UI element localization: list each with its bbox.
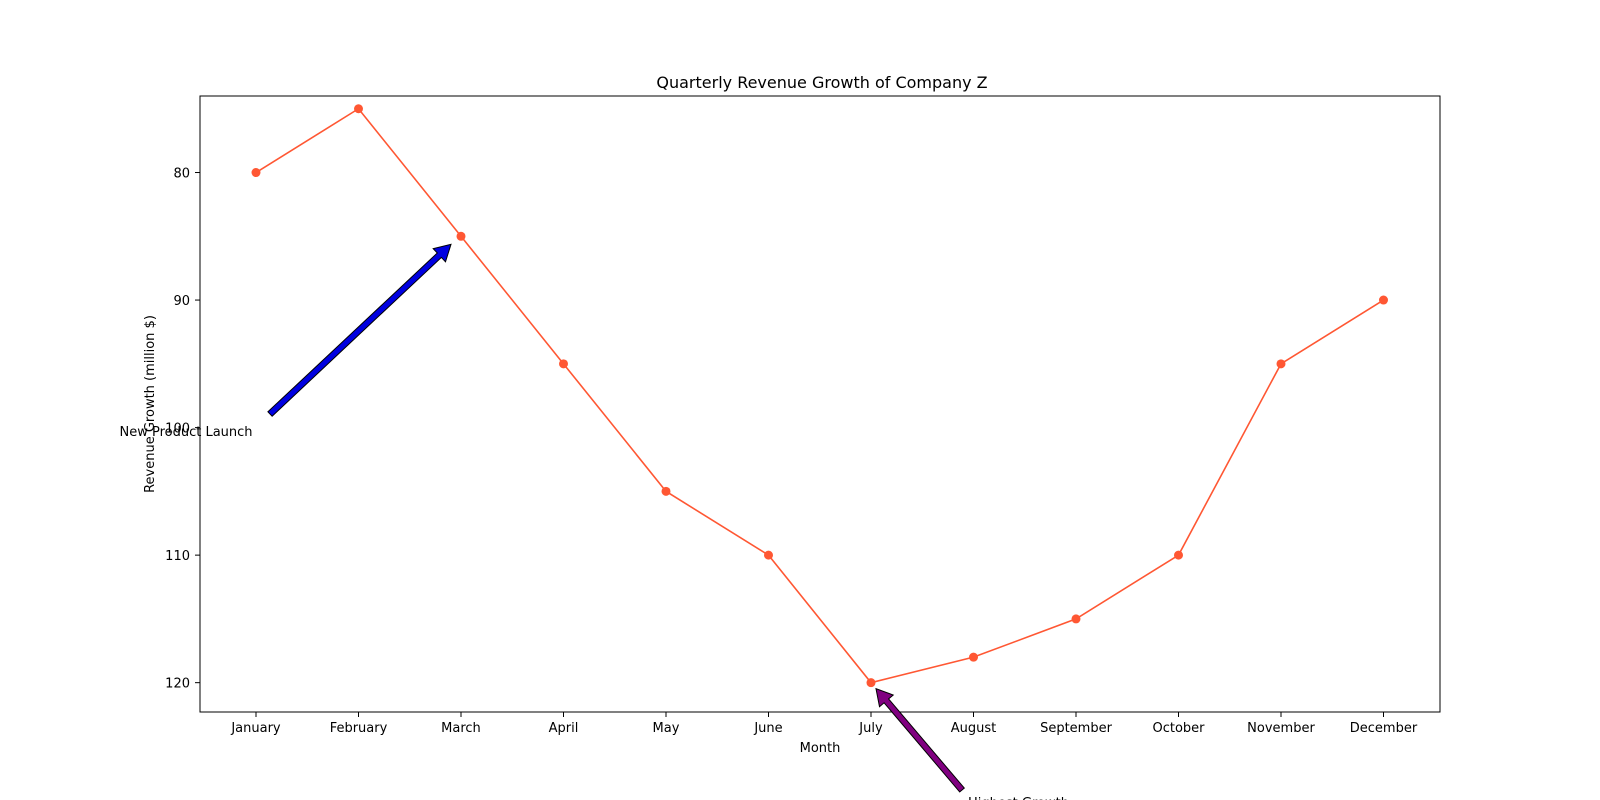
annotation-arrow <box>875 687 966 793</box>
x-tick-label: February <box>330 721 388 736</box>
y-tick-label: 110 <box>165 549 190 564</box>
x-tick-label: September <box>1040 721 1113 736</box>
y-tick-label: 120 <box>165 677 190 692</box>
y-axis: 80 90 100 110 120 <box>165 167 200 692</box>
data-point <box>1174 550 1183 560</box>
annotation-layer: New Product Launch Highest Growth <box>119 243 1069 800</box>
x-tick-label: November <box>1247 721 1315 736</box>
x-tick-label: April <box>549 721 579 736</box>
data-point <box>354 104 363 114</box>
data-point <box>969 652 978 662</box>
data-point <box>559 359 568 369</box>
data-point <box>1071 614 1081 624</box>
data-point <box>456 231 466 241</box>
annotation-label: New Product Launch <box>119 425 252 440</box>
series-line <box>255 107 1384 684</box>
x-tick-label: August <box>951 721 997 736</box>
data-point <box>1276 359 1286 369</box>
annotation-arrow <box>267 243 452 417</box>
x-tick-label: March <box>441 721 481 736</box>
x-tick-label: July <box>858 721 883 736</box>
data-point <box>764 550 773 560</box>
data-point <box>661 486 671 496</box>
x-tick-label: January <box>230 721 281 736</box>
data-point <box>1379 295 1388 305</box>
x-tick-label: May <box>653 721 680 736</box>
x-tick-label: December <box>1350 721 1418 736</box>
chart-title: Quarterly Revenue Growth of Company Z <box>656 73 987 92</box>
y-tick-label: 90 <box>173 294 190 309</box>
x-axis-label: Month <box>800 741 841 756</box>
x-tick-label: October <box>1152 721 1205 736</box>
annotation-label: Highest Growth <box>968 796 1069 800</box>
x-tick-label: June <box>753 721 782 736</box>
x-axis: January February March April May June July Augu… <box>230 712 1418 736</box>
y-tick-label: 80 <box>173 167 190 182</box>
data-point <box>866 678 876 688</box>
y-tick-label: 100 <box>165 422 190 437</box>
series-layer <box>251 104 1388 688</box>
data-point <box>251 168 261 178</box>
y-axis-label: Revenue Growth (million $) <box>143 315 158 493</box>
plot-area-frame <box>199 95 1441 713</box>
